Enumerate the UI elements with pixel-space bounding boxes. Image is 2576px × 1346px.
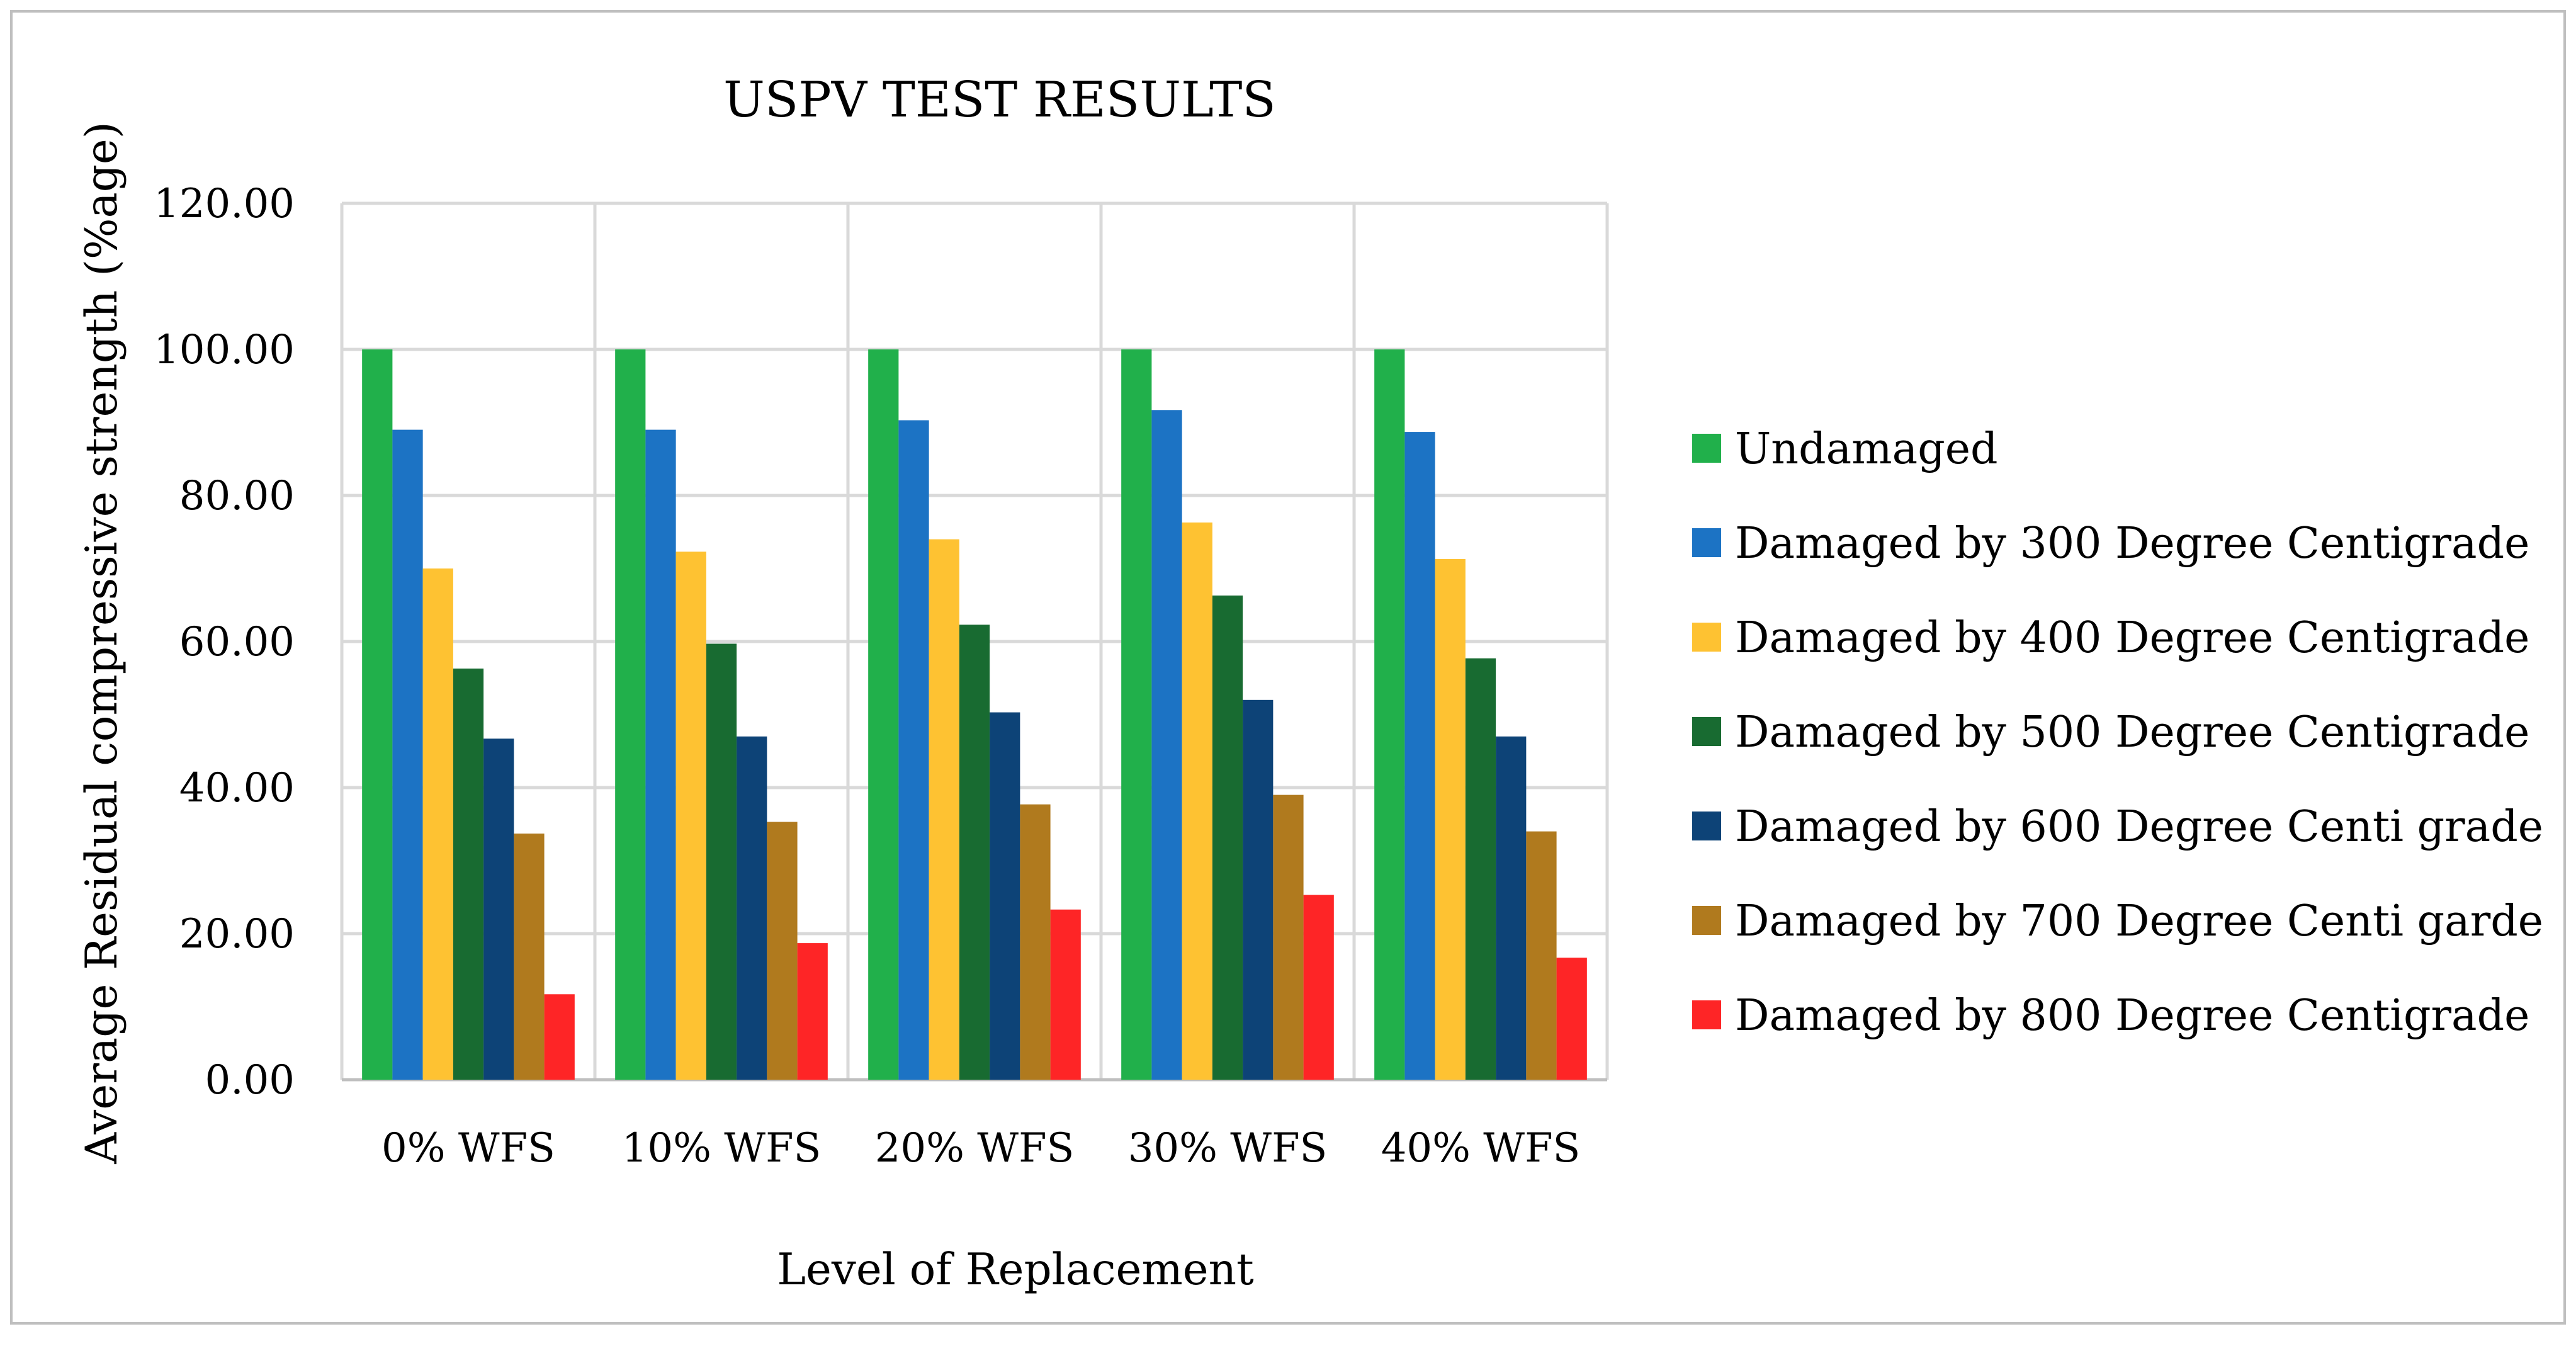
bar [737, 736, 767, 1080]
legend-item: Damaged by 400 Degree Centigrade [1692, 613, 2529, 663]
legend: Undamaged Damaged by 300 Degree Centigrad… [1692, 424, 2543, 1041]
bar [1303, 895, 1334, 1080]
bar [1465, 658, 1496, 1080]
legend-item: Damaged by 600 Degree Centi grade [1692, 802, 2543, 852]
y-tick-label: 120.00 [154, 181, 295, 227]
bar [675, 551, 706, 1080]
bar [544, 994, 575, 1080]
bar [392, 429, 423, 1080]
bar [1404, 432, 1435, 1080]
legend-item: Damaged by 800 Degree Centigrade [1692, 991, 2529, 1041]
bar [453, 668, 484, 1080]
legend-label: Damaged by 800 Degree Centigrade [1735, 991, 2529, 1041]
bar [1020, 804, 1051, 1080]
bar [483, 738, 514, 1080]
bar [1050, 909, 1081, 1080]
bar [1496, 736, 1527, 1080]
x-axis-title: Level of Replacement [777, 1245, 1254, 1295]
bar [615, 349, 646, 1080]
legend-label: Damaged by 300 Degree Centigrade [1735, 519, 2529, 568]
legend-swatch [1692, 528, 1721, 557]
y-tick-label: 80.00 [179, 473, 295, 519]
legend-label: Damaged by 600 Degree Centi grade [1735, 802, 2543, 852]
chart-title: USPV TEST RESULTS [723, 72, 1276, 128]
legend-swatch [1692, 623, 1721, 652]
bar [1435, 558, 1466, 1080]
legend-label: Undamaged [1735, 424, 1998, 474]
bar [1526, 831, 1557, 1080]
legend-swatch [1692, 1000, 1721, 1029]
legend-item: Damaged by 500 Degree Centigrade [1692, 708, 2529, 757]
legend-label: Damaged by 500 Degree Centigrade [1735, 708, 2529, 757]
legend-item: Damaged by 300 Degree Centigrade [1692, 519, 2529, 568]
bar [959, 625, 990, 1080]
bars [362, 349, 1587, 1080]
legend-swatch [1692, 906, 1721, 935]
y-tick-label: 60.00 [179, 619, 295, 665]
legend-label: Damaged by 400 Degree Centigrade [1735, 613, 2529, 663]
bar [422, 568, 453, 1080]
bar [898, 420, 929, 1080]
x-tick-label: 0% WFS [381, 1125, 555, 1172]
legend-swatch [1692, 717, 1721, 746]
legend-swatch [1692, 812, 1721, 840]
bar [1374, 349, 1405, 1080]
bar [767, 822, 798, 1080]
y-tick-label: 20.00 [179, 911, 295, 958]
legend-item: Damaged by 700 Degree Centi garde [1692, 896, 2543, 946]
bar [1182, 522, 1212, 1080]
bar [929, 539, 959, 1080]
y-axis-title: Average Residual compressive strength (%… [77, 122, 127, 1164]
tick-labels: 0.00 20.00 40.00 60.00 80.00 100.00 120.00 0% W… [154, 181, 1580, 1172]
bar [645, 429, 676, 1080]
bar [1273, 795, 1304, 1080]
legend-label: Damaged by 700 Degree Centi garde [1735, 896, 2543, 946]
bar [797, 943, 828, 1080]
bar [990, 712, 1020, 1080]
bar [1556, 958, 1587, 1080]
bar [706, 643, 737, 1080]
bar [1121, 349, 1152, 1080]
x-tick-label: 30% WFS [1128, 1125, 1328, 1172]
bar [514, 834, 545, 1080]
y-tick-label: 0.00 [205, 1057, 295, 1104]
bar [1151, 410, 1182, 1080]
x-tick-label: 10% WFS [622, 1125, 822, 1172]
legend-swatch [1692, 434, 1721, 463]
x-tick-label: 20% WFS [875, 1125, 1075, 1172]
bar [1212, 595, 1243, 1080]
bar [362, 349, 393, 1080]
legend-item: Undamaged [1692, 424, 1998, 474]
y-tick-label: 40.00 [179, 765, 295, 812]
bar [1243, 699, 1274, 1080]
x-tick-label: 40% WFS [1381, 1125, 1581, 1172]
y-tick-label: 100.00 [154, 327, 295, 373]
bar [868, 349, 899, 1080]
